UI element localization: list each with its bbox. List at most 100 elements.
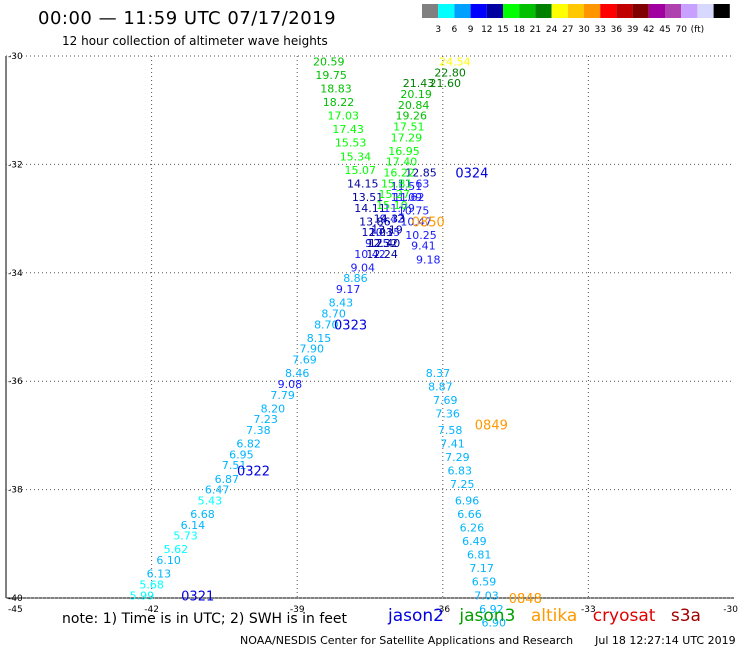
wave-height-value: 10.15: [369, 226, 401, 239]
legend-label: 21: [530, 25, 541, 35]
satellite-s3a: s3a: [670, 606, 701, 626]
x-tick-label: -36: [435, 605, 450, 615]
wave-height-value: 18.83: [320, 83, 352, 96]
legend-label: 12: [481, 25, 492, 35]
wave-height-value: 6.10: [156, 554, 181, 567]
wave-height-value: 21.60: [429, 77, 461, 90]
legend-label: 39: [627, 25, 639, 35]
wave-height-value: 8.43: [329, 297, 354, 310]
wave-height-value: 6.26: [460, 522, 485, 535]
wave-height-value: 6.95: [229, 448, 254, 461]
units-note: note: 1) Time is in UTC; 2) SWH is in fe…: [62, 611, 348, 627]
wave-height-value: 7.90: [300, 343, 325, 356]
wave-height-value: 6.47: [205, 484, 230, 497]
wave-height-value: 13.51: [352, 191, 384, 204]
pass-time-label: 0323: [334, 318, 367, 333]
pass-time-label: 0322: [237, 465, 270, 480]
wave-height-value: 12.03: [362, 226, 394, 239]
legend-swatch: [535, 4, 552, 18]
wave-height-value: 10.47: [400, 215, 432, 228]
wave-height-value: 22.80: [434, 66, 466, 79]
wave-height-value: 9.41: [411, 240, 436, 253]
legend-swatch: [438, 4, 455, 18]
wave-height-value: 14.11: [354, 202, 386, 215]
wave-height-value: 7.69: [292, 354, 317, 367]
wave-height-value: 13.19: [371, 223, 403, 236]
wave-height-value: 6.66: [457, 508, 482, 521]
wave-height-value: 11.63: [398, 177, 430, 190]
pass-time-label: 0321: [181, 589, 214, 604]
wave-height-value: 7.41: [440, 438, 465, 451]
credit-timestamp: Jul 18 12:27:14 UTC 2019: [595, 634, 736, 647]
wave-height-value: 12.32: [366, 237, 398, 250]
legend-label: 70: [675, 25, 687, 35]
legend-label: 18: [513, 25, 525, 35]
wave-height-value: 20.59: [313, 55, 345, 68]
legend-label: 33: [594, 25, 605, 35]
y-tick-label: -38: [8, 486, 23, 496]
wave-height-value: 7.17: [469, 562, 494, 575]
wave-height-value: 6.49: [462, 535, 487, 548]
legend-swatch: [632, 4, 649, 18]
legend-swatch: [503, 4, 520, 18]
satellite-altika: altika: [530, 606, 578, 626]
wave-height-value: 5.73: [173, 530, 198, 543]
wave-height-value: 6.87: [215, 473, 240, 486]
wave-height-value: 18.22: [323, 96, 355, 109]
wave-height-value: 8.15: [307, 332, 332, 345]
x-tick-label: -33: [581, 605, 596, 615]
legend-label: (ft): [691, 25, 705, 35]
credit-line: NOAA/NESDIS Center for Satellite Applica…: [240, 634, 740, 647]
wave-height-value: 12.85: [405, 167, 437, 180]
legend-swatch: [697, 4, 714, 18]
wave-height-value: 24.54: [439, 55, 471, 68]
wave-height-value: 7.25: [450, 478, 475, 491]
wave-height-value: 14.33: [374, 213, 406, 226]
wave-height-value: 9.17: [336, 283, 361, 296]
legend-swatch: [486, 4, 503, 18]
wave-height-value: 8.70: [314, 318, 339, 331]
wave-height-value: 7.23: [253, 413, 278, 426]
wave-height-value: 11.79: [383, 202, 415, 215]
color-legend: 3 6 9 12 15 18 21 24 27 30 33 36 39 42 45 70 (ft): [422, 4, 730, 35]
wave-height-value: 15.27: [379, 188, 411, 201]
wave-height-value: 19.75: [315, 69, 347, 82]
wave-height-value: 8.70: [321, 307, 346, 320]
x-tick-label: -30: [723, 605, 738, 615]
pass-time-label: 0848: [509, 592, 542, 607]
satellite-jason3: jason3: [459, 606, 516, 626]
wave-height-value: 17.43: [332, 123, 364, 136]
wave-height-value: 7.58: [438, 424, 463, 437]
wave-height-value: 6.68: [190, 508, 215, 521]
wave-height-value: 7.51: [222, 459, 247, 472]
wave-height-value: 11.62: [393, 191, 425, 204]
legend-swatch: [551, 4, 568, 18]
wave-height-value: 10.42: [354, 248, 386, 261]
wave-height-value: 9.08: [278, 378, 303, 391]
wave-height-value: 20.19: [400, 88, 432, 101]
y-tick-label: -30: [8, 52, 23, 62]
legend-swatch: [681, 4, 698, 18]
wave-height-value: 6.13: [147, 568, 172, 581]
wave-height-value: 19.26: [396, 110, 428, 123]
legend-label: 27: [562, 25, 573, 35]
wave-height-value: 15.10: [376, 199, 408, 212]
pass-time-label: 0849: [475, 419, 508, 434]
wave-height-value: 21.43: [403, 77, 435, 90]
wave-height-value: 10.25: [405, 229, 437, 242]
wave-height-value: 6.83: [448, 465, 473, 478]
credit-org: NOAA/NESDIS Center for Satellite Applica…: [240, 634, 574, 647]
wave-height-value: 5.43: [198, 494, 223, 507]
wave-height-value: 7.29: [445, 451, 470, 464]
wave-height-value: 15.81: [381, 177, 413, 190]
wave-height-value: 9.04: [350, 261, 375, 274]
legend-swatch: [584, 4, 601, 18]
wave-height-value: 14.15: [347, 177, 379, 190]
wave-height-value: 6.81: [467, 549, 492, 562]
y-tick-label: -40: [8, 594, 23, 604]
legend-swatch: [600, 4, 617, 18]
wave-height-value: 10.75: [398, 204, 430, 217]
legend-label: 9: [468, 25, 474, 35]
x-tick-label: -39: [290, 605, 305, 615]
wave-height-value: 17.51: [393, 120, 425, 133]
